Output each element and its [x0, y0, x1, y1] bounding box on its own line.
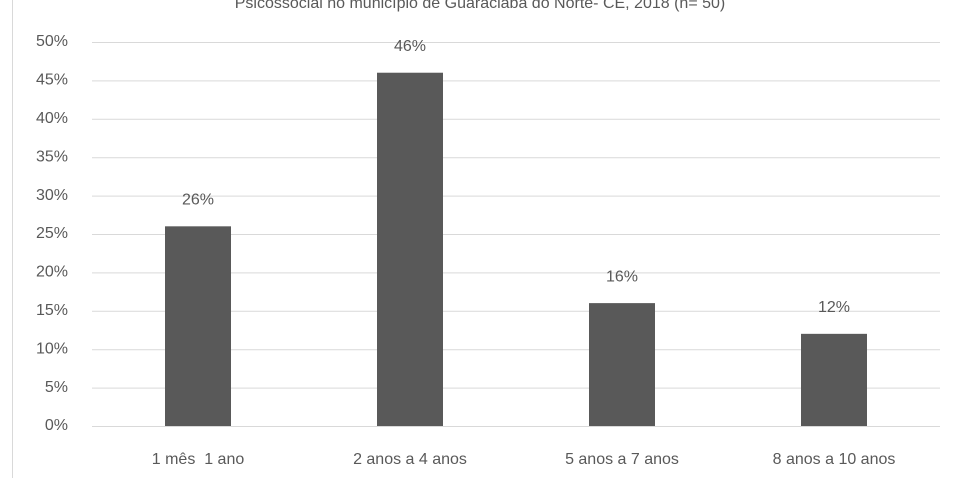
y-tick-label: 10% [36, 340, 68, 357]
x-tick-label: 8 anos a 10 anos [773, 451, 896, 468]
x-tick-label: 5 anos a 7 anos [565, 451, 679, 468]
y-tick-label: 0% [45, 417, 68, 434]
y-tick-label: 20% [36, 264, 68, 281]
y-tick-label: 25% [36, 225, 68, 242]
y-tick-label: 5% [45, 379, 68, 396]
chart-title: Psicossocial no município de Guaraciaba … [235, 0, 725, 12]
bar [377, 72, 443, 426]
y-tick-label: 50% [36, 33, 68, 50]
data-label: 12% [818, 299, 850, 316]
bar [801, 333, 867, 426]
data-label: 46% [394, 38, 426, 55]
y-tick-label: 40% [36, 110, 68, 127]
bar [165, 226, 231, 426]
data-label: 16% [606, 268, 638, 285]
x-tick-label: 2 anos a 4 anos [353, 451, 467, 468]
y-tick-label: 35% [36, 148, 68, 165]
bar [589, 303, 655, 426]
y-tick-label: 15% [36, 302, 68, 319]
x-tick-label: 1 mês 1 ano [152, 451, 245, 468]
y-tick-label: 45% [36, 72, 68, 89]
y-tick-label: 30% [36, 187, 68, 204]
data-label: 26% [182, 192, 214, 209]
